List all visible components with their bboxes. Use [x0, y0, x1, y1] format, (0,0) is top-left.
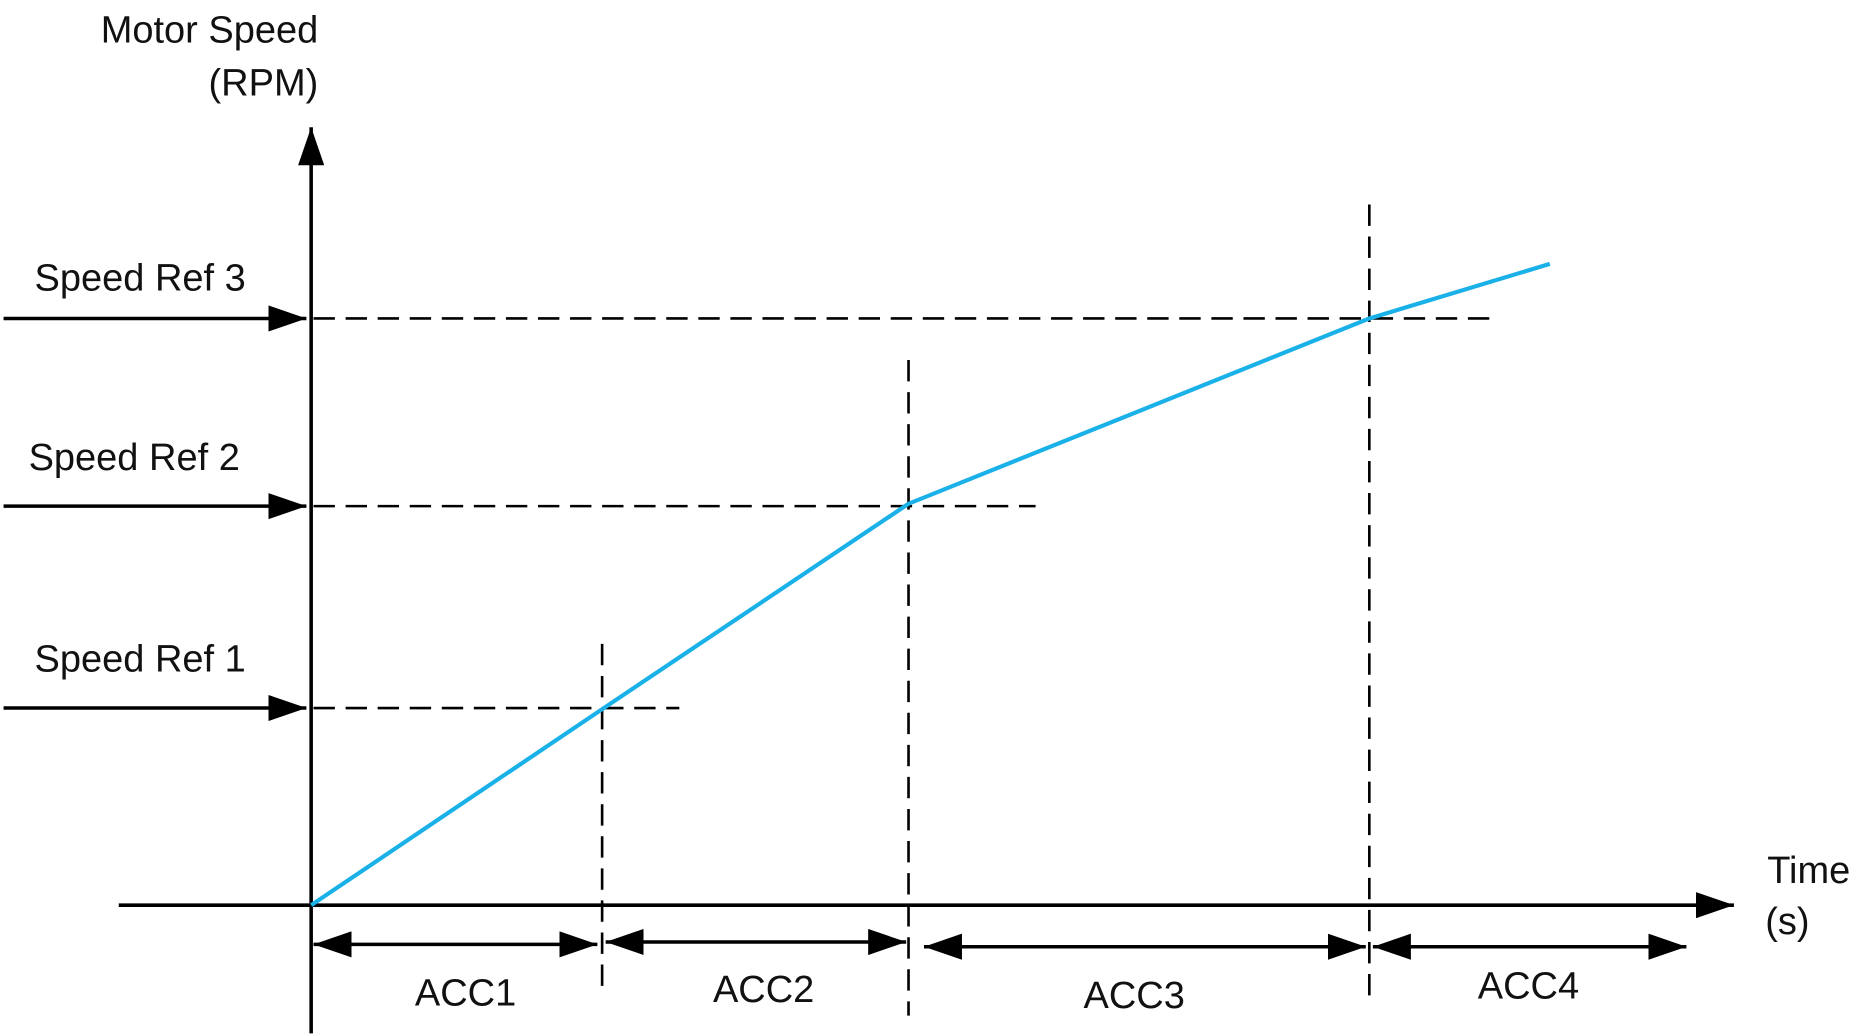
y-axis-label: Motor Speed — [101, 9, 319, 51]
acc-label: ACC2 — [713, 969, 814, 1011]
ref-label: Speed Ref 2 — [29, 437, 240, 479]
ref-label: Speed Ref 1 — [35, 639, 246, 681]
acc-label: ACC4 — [1478, 965, 1579, 1007]
acc-label: ACC3 — [1083, 975, 1184, 1017]
speed-curve — [309, 261, 1551, 907]
x-axis-label: Time — [1767, 850, 1850, 892]
y-axis-unit: (RPM) — [209, 63, 319, 105]
x-axis-unit: (s) — [1765, 901, 1809, 943]
acc-label: ACC1 — [415, 972, 516, 1014]
ref-label: Speed Ref 3 — [35, 258, 246, 300]
